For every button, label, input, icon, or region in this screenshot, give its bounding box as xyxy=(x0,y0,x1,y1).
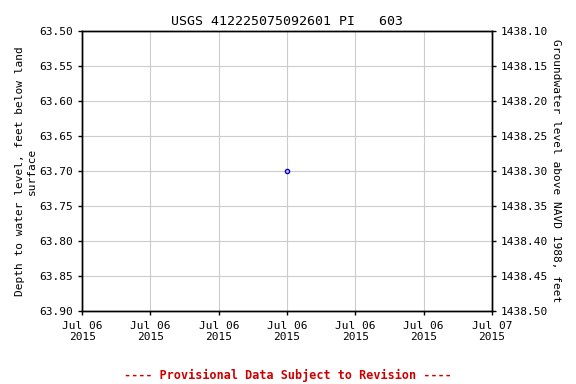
Text: ---- Provisional Data Subject to Revision ----: ---- Provisional Data Subject to Revisio… xyxy=(124,369,452,382)
Y-axis label: Depth to water level, feet below land
surface: Depth to water level, feet below land su… xyxy=(15,46,37,296)
Title: USGS 412225075092601 PI   603: USGS 412225075092601 PI 603 xyxy=(171,15,403,28)
Y-axis label: Groundwater level above NAVD 1988, feet: Groundwater level above NAVD 1988, feet xyxy=(551,40,561,303)
